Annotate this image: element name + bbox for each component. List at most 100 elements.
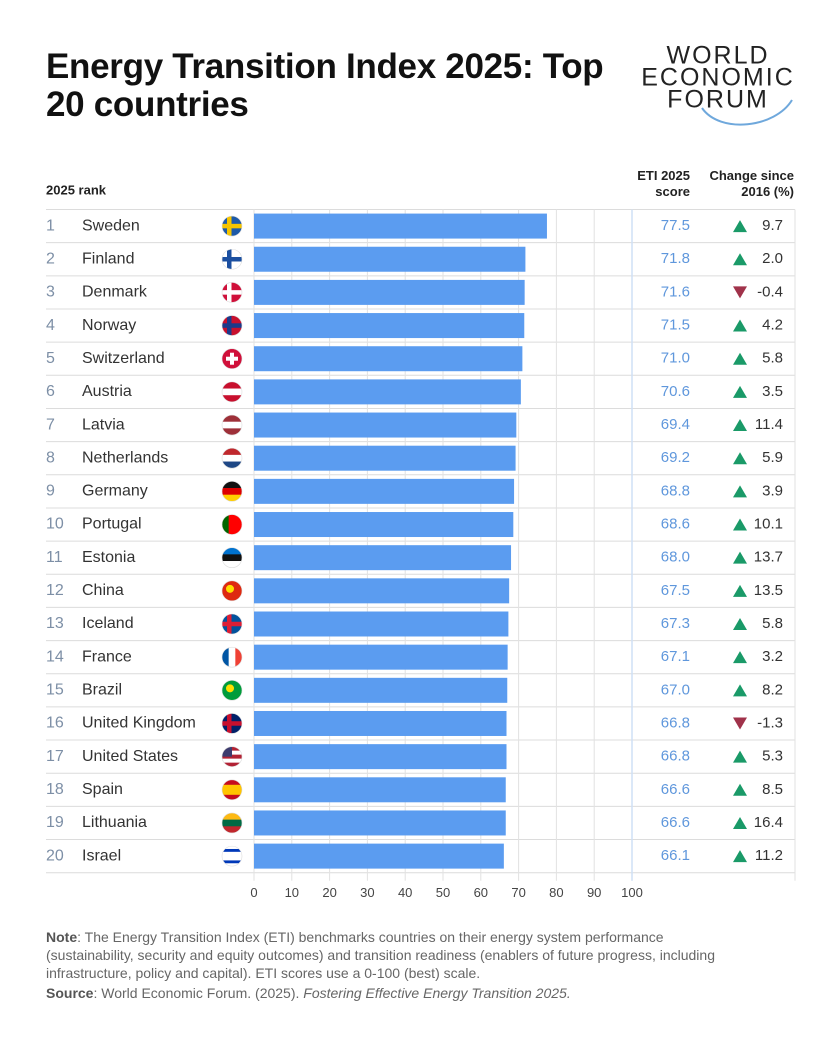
change-arrow (733, 220, 747, 233)
rank: 7 (46, 416, 55, 433)
change-arrow (733, 485, 747, 498)
flag-border (221, 812, 243, 834)
flag-border (221, 248, 243, 270)
rank: 8 (46, 449, 55, 466)
flag-stripe (222, 812, 242, 820)
bar (254, 810, 506, 836)
score-label: 69.4 (661, 416, 690, 433)
change-label: 3.5 (762, 383, 783, 400)
change-label: 13.7 (754, 549, 783, 566)
flag (222, 779, 242, 800)
change-label: 3.9 (762, 482, 783, 499)
flag (222, 580, 242, 601)
flag-stripe (222, 421, 242, 429)
change-label: -0.4 (757, 283, 783, 300)
flag-stripe (222, 481, 242, 489)
score-label: 66.8 (661, 714, 690, 731)
score-header: ETI 2025 score (637, 168, 690, 199)
flag-stripe (222, 846, 242, 850)
flag-canton (222, 746, 232, 757)
country-label: Portugal (82, 516, 142, 533)
bar (254, 677, 508, 703)
bar (254, 843, 504, 869)
flag (222, 812, 242, 833)
change-label: -1.3 (757, 714, 783, 731)
rank-header: 2025 rank (46, 182, 107, 197)
source-text: : World Economic Forum. (2025). (93, 985, 304, 1001)
score-label: 68.8 (661, 482, 690, 499)
flag-border (221, 414, 243, 436)
flag-stripe (235, 647, 242, 668)
change-arrow (733, 319, 747, 332)
flag-stripe (222, 826, 242, 833)
flag-stripe (222, 789, 242, 796)
bar (254, 545, 512, 571)
score-label: 70.6 (661, 383, 690, 400)
score-label: 71.8 (661, 250, 690, 267)
change-label: 16.4 (754, 814, 783, 831)
change-label: 4.2 (762, 317, 783, 334)
change-arrow (733, 419, 747, 432)
bar (254, 445, 516, 471)
country-label: Spain (82, 781, 123, 798)
flag-stripe (222, 758, 242, 763)
flag-border (221, 680, 243, 701)
flag-border (221, 315, 243, 336)
flag (222, 614, 242, 634)
x-tick-label: 40 (398, 885, 412, 900)
flag-border (221, 282, 243, 303)
flag (222, 713, 242, 734)
flag-border (221, 348, 243, 370)
score-label: 68.6 (661, 515, 690, 532)
flag-stripe (228, 647, 236, 668)
rank: 15 (46, 682, 64, 699)
x-tick-label: 10 (285, 885, 299, 900)
country-label: Latvia (82, 416, 125, 433)
flag-stripe (222, 784, 242, 791)
rank: 17 (46, 748, 64, 765)
country-label: Finland (82, 250, 134, 267)
country-label: China (82, 582, 124, 599)
score-label: 67.5 (661, 582, 690, 599)
score-label: 67.3 (661, 615, 690, 632)
bar (254, 611, 509, 637)
flag-border (221, 381, 243, 403)
country-label: Estonia (82, 549, 135, 566)
bar (254, 578, 510, 604)
x-tick-label: 30 (360, 885, 374, 900)
bar (254, 379, 521, 405)
x-tick-label: 100 (621, 885, 643, 900)
x-tick-label: 50 (436, 885, 450, 900)
flag-border (221, 713, 243, 734)
source-title: Fostering Effective Energy Transition 20… (303, 985, 571, 1001)
flag-stripe (222, 388, 242, 396)
change-label: 8.2 (762, 681, 783, 698)
flag (222, 348, 242, 369)
flag-stripe (222, 860, 242, 864)
logo-arc (701, 99, 793, 126)
flag-cross (222, 621, 242, 627)
change-label: 8.5 (762, 781, 783, 798)
country-label: Lithuania (82, 814, 147, 831)
flag-stripe (222, 547, 242, 555)
bar (254, 246, 526, 272)
flag-stripe (222, 779, 242, 786)
source-label: Source (46, 985, 94, 1001)
x-tick-label: 70 (511, 885, 525, 900)
change-arrow (733, 750, 747, 763)
flag (222, 746, 242, 767)
source: Source: World Economic Forum. (2025). Fo… (46, 984, 746, 1002)
change-arrow (733, 717, 747, 730)
flag-border (221, 215, 243, 237)
change-arrow (733, 385, 747, 398)
rank: 9 (46, 483, 55, 500)
bar (254, 777, 506, 803)
rank: 4 (46, 317, 55, 334)
change-label: 13.5 (754, 582, 783, 599)
flag-stripe (222, 448, 242, 456)
score-label: 67.0 (661, 681, 690, 698)
flag (222, 481, 242, 502)
change-arrow (733, 584, 747, 597)
